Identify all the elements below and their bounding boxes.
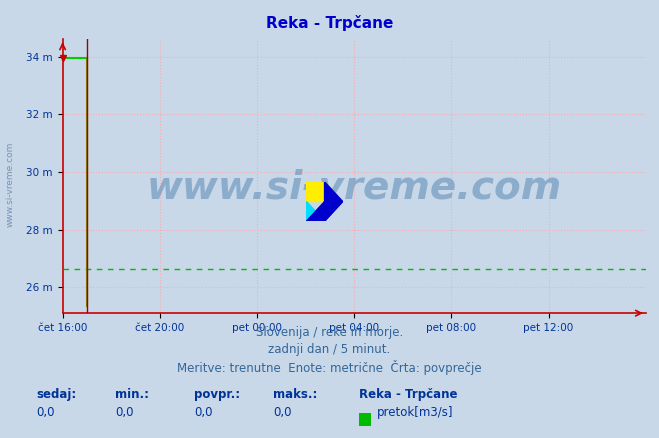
Text: Slovenija / reke in morje.: Slovenija / reke in morje.	[256, 326, 403, 339]
Text: Reka - Trpčane: Reka - Trpčane	[359, 388, 457, 401]
Polygon shape	[306, 201, 343, 221]
Polygon shape	[306, 182, 325, 201]
Text: povpr.:: povpr.:	[194, 388, 241, 401]
Text: maks.:: maks.:	[273, 388, 318, 401]
Text: 0,0: 0,0	[194, 406, 213, 420]
Text: zadnji dan / 5 minut.: zadnji dan / 5 minut.	[268, 343, 391, 356]
Text: Reka - Trpčane: Reka - Trpčane	[266, 15, 393, 32]
Text: min.:: min.:	[115, 388, 150, 401]
Text: 0,0: 0,0	[273, 406, 292, 420]
Text: 0,0: 0,0	[36, 406, 55, 420]
Text: 0,0: 0,0	[115, 406, 134, 420]
Text: pretok[m3/s]: pretok[m3/s]	[377, 406, 453, 420]
Polygon shape	[325, 182, 343, 221]
Text: Meritve: trenutne  Enote: metrične  Črta: povprečje: Meritve: trenutne Enote: metrične Črta: …	[177, 360, 482, 374]
Polygon shape	[306, 182, 325, 201]
Text: sedaj:: sedaj:	[36, 388, 76, 401]
Polygon shape	[306, 201, 325, 221]
Text: www.si-vreme.com: www.si-vreme.com	[5, 141, 14, 226]
Text: www.si-vreme.com: www.si-vreme.com	[146, 168, 562, 206]
